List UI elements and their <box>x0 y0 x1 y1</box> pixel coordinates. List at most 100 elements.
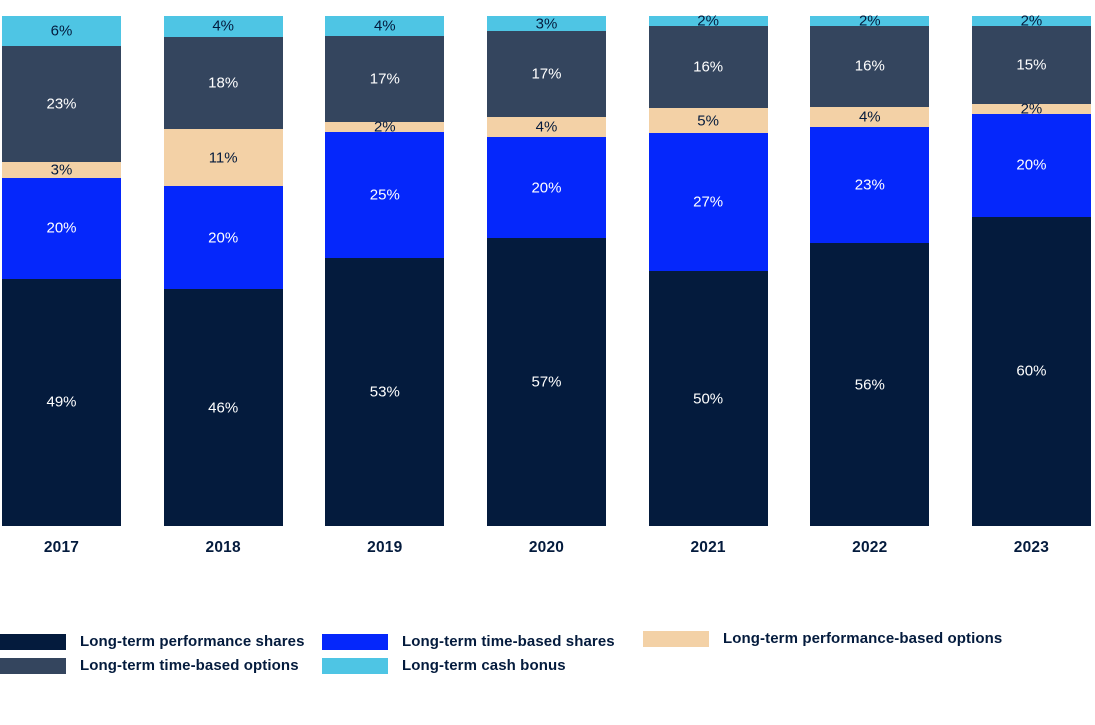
bar-segment: 46% <box>163 289 283 526</box>
segment-value-label: 6% <box>50 22 73 40</box>
legend-swatch-icon <box>643 630 709 647</box>
bar-segment: 2% <box>971 12 1091 30</box>
segment-value-label: 16% <box>854 57 885 75</box>
legend-label: Long-term time-based shares <box>402 633 615 650</box>
bar-segment: 4% <box>325 16 445 37</box>
bar-segment: 56% <box>810 243 930 526</box>
segment-value-label: 23% <box>854 176 885 194</box>
segment-value-label: 18% <box>208 74 239 92</box>
bar-segment: 20% <box>971 113 1091 217</box>
bar-segment: 20% <box>486 137 606 239</box>
x-axis-label: 2017 <box>43 539 80 556</box>
segment-value-label: 20% <box>46 219 77 237</box>
segment-value-label: 25% <box>369 186 400 204</box>
segment-value-label: 4% <box>212 17 234 35</box>
stacked-bar-2019: 53% 25% 2% 17% 4% <box>325 16 445 526</box>
bar-segment: 4% <box>163 15 283 37</box>
bar-segment: 20% <box>2 177 121 279</box>
segment-value-label: 60% <box>1016 362 1047 380</box>
bar-segment: 60% <box>971 216 1091 526</box>
bar-segment: 16% <box>648 26 768 108</box>
bar-segment: 6% <box>2 16 121 47</box>
bar-column-2018: 46% 20% 11% 18% 4% 2018 <box>163 15 283 557</box>
legend-item: Long-term cash bonus <box>322 657 615 674</box>
segment-value-label: 15% <box>1016 56 1047 74</box>
stacked-bar-2018: 46% 20% 11% 18% 4% <box>163 15 283 526</box>
segment-value-label: 2% <box>373 118 396 136</box>
bar-segment: 11% <box>163 129 283 186</box>
segment-value-label: 4% <box>373 17 396 35</box>
legend-swatch-icon <box>0 657 66 674</box>
bar-column-2019: 53% 25% 2% 17% 4% 2019 <box>325 16 445 557</box>
bar-column-2023: 60% 20% 2% 15% 2% 2023 <box>971 12 1091 557</box>
x-axis-label: 2018 <box>205 539 241 556</box>
segment-value-label: 2% <box>1020 12 1043 30</box>
segment-value-label: 17% <box>531 65 562 83</box>
bar-segment: 20% <box>163 186 283 290</box>
bar-segment: 2% <box>325 118 445 136</box>
bar-segment: 3% <box>486 15 606 33</box>
segment-value-label: 4% <box>858 108 881 126</box>
segment-value-label: 27% <box>693 193 724 211</box>
bar-segment: 18% <box>163 36 283 130</box>
bar-segment: 4% <box>486 116 606 138</box>
segment-value-label: 2% <box>1020 100 1043 118</box>
legend-column: Long-term performance shares Long-term ti… <box>0 633 305 681</box>
bar-column-2017: 49% 20% 3% 23% 6% 2017 <box>2 16 121 557</box>
segment-value-label: 20% <box>531 179 562 197</box>
legend-item: Long-term time-based options <box>0 657 305 674</box>
x-axis-label: 2020 <box>528 539 565 556</box>
bar-segment: 16% <box>810 26 930 107</box>
x-axis-label: 2022 <box>852 539 888 556</box>
legend-swatch-icon <box>322 633 388 650</box>
legend: Long-term performance shares Long-term ti… <box>0 630 1095 693</box>
segment-value-label: 50% <box>693 390 724 407</box>
legend-item: Long-term time-based shares <box>322 633 615 650</box>
stacked-bar-2021: 50% 27% 5% 16% 2% <box>648 14 768 526</box>
segment-value-label: 16% <box>693 58 724 76</box>
bar-segment: 50% <box>648 271 768 526</box>
segment-value-label: 57% <box>531 373 562 391</box>
bars-area: 49% 20% 3% 23% 6% 2017 46% 20% 11% 18% 4% 2018 53% 25… <box>2 12 1091 557</box>
bar-segment: 2% <box>648 14 768 29</box>
stacked-bar-2017: 49% 20% 3% 23% 6% <box>2 16 121 526</box>
stacked-bar-2023: 60% 20% 2% 15% 2% <box>971 12 1091 526</box>
legend-column: Long-term performance-based options <box>643 630 1002 654</box>
segment-value-label: 56% <box>854 376 885 394</box>
segment-value-label: 49% <box>46 393 77 411</box>
segment-value-label: 2% <box>858 12 881 30</box>
segment-value-label: 4% <box>535 118 558 136</box>
bar-segment: 5% <box>648 107 768 134</box>
segment-value-label: 46% <box>208 399 239 417</box>
bar-segment: 15% <box>971 26 1091 104</box>
segment-value-label: 5% <box>697 112 719 130</box>
segment-value-label: 3% <box>535 15 558 33</box>
bar-segment: 25% <box>325 132 445 259</box>
bar-segment: 27% <box>648 133 768 271</box>
bar-segment: 49% <box>2 278 121 526</box>
bar-segment: 53% <box>325 258 445 526</box>
segment-value-label: 17% <box>369 70 400 88</box>
legend-label: Long-term cash bonus <box>402 657 566 674</box>
legend-item: Long-term performance shares <box>0 633 305 650</box>
x-axis-label: 2023 <box>1013 539 1050 556</box>
segment-value-label: 20% <box>1016 156 1047 174</box>
bar-segment: 17% <box>325 36 445 123</box>
bar-segment: 3% <box>2 162 121 178</box>
bar-segment: 23% <box>2 46 121 163</box>
bar-column-2020: 57% 20% 4% 17% 3% 2020 <box>486 15 606 557</box>
bar-segment: 2% <box>971 100 1091 118</box>
segment-value-label: 23% <box>46 95 77 113</box>
segment-value-label: 53% <box>369 383 400 401</box>
bar-segment: 23% <box>810 127 930 244</box>
bar-segment: 4% <box>810 106 930 128</box>
bar-segment: 57% <box>486 238 606 526</box>
bar-column-2022: 56% 23% 4% 16% 2% 2022 <box>810 12 930 557</box>
legend-swatch-icon <box>322 657 388 674</box>
stacked-bar-2020: 57% 20% 4% 17% 3% <box>486 15 606 526</box>
legend-label: Long-term time-based options <box>80 657 299 674</box>
legend-label: Long-term performance shares <box>80 633 305 650</box>
bar-segment: 17% <box>486 31 606 117</box>
x-axis-label: 2021 <box>690 539 726 556</box>
stacked-bar-chart: 49% 20% 3% 23% 6% 2017 46% 20% 11% 18% 4% 2018 53% 25… <box>2 12 1091 557</box>
